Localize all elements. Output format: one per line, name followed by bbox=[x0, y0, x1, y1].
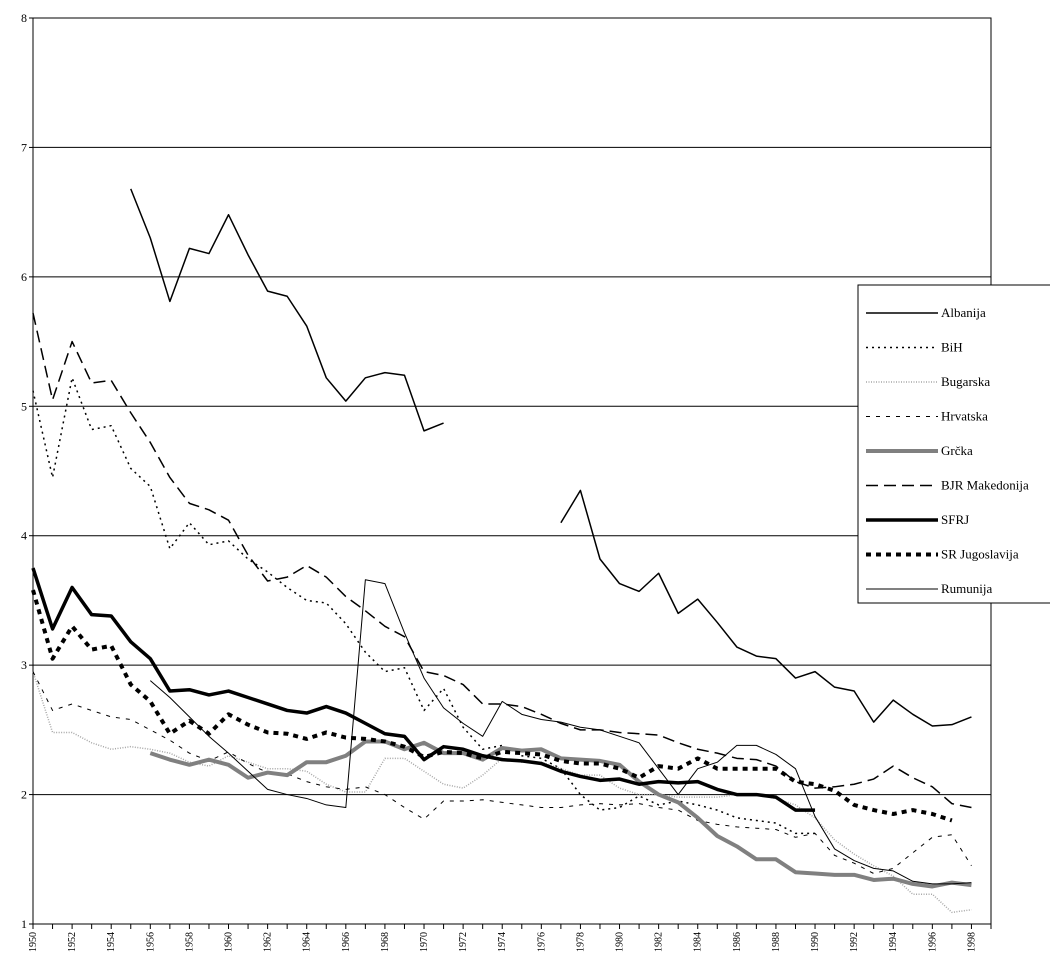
x-tick-label: 1992 bbox=[849, 932, 860, 952]
x-tick-label: 1994 bbox=[888, 932, 899, 952]
y-tick-label: 5 bbox=[21, 399, 27, 413]
series-line-3 bbox=[32, 671, 972, 875]
x-tick-label: 1996 bbox=[927, 932, 938, 952]
legend-label-5: BJR Makedonija bbox=[941, 478, 1029, 493]
y-tick-label: 3 bbox=[21, 658, 27, 672]
series-line-8 bbox=[149, 579, 972, 885]
y-tick-label: 8 bbox=[21, 11, 27, 25]
x-tick-label: 1982 bbox=[654, 932, 665, 952]
series-line-7 bbox=[31, 589, 953, 823]
x-tick-label: 1972 bbox=[458, 932, 469, 952]
x-tick-label: 1966 bbox=[341, 932, 352, 952]
x-tick-label: 1986 bbox=[732, 932, 743, 952]
series-line-4 bbox=[149, 739, 972, 889]
x-tick-label: 1968 bbox=[380, 932, 391, 952]
x-tick-label: 1956 bbox=[145, 932, 156, 952]
legend-label-1: BiH bbox=[941, 340, 963, 355]
y-tick-label: 1 bbox=[21, 917, 27, 931]
legend-label-7: SR Jugoslavija bbox=[941, 547, 1019, 562]
y-tick-label: 7 bbox=[21, 140, 27, 154]
x-tick-label: 1990 bbox=[810, 932, 821, 952]
series-line-0 bbox=[130, 188, 972, 727]
legend-label-8: Rumunija bbox=[941, 581, 993, 596]
x-tick-label: 1952 bbox=[67, 932, 78, 952]
legend-label-2: Bugarska bbox=[941, 374, 990, 389]
legend-label-3: Hrvatska bbox=[941, 409, 988, 424]
legend-label-0: Albanija bbox=[941, 305, 986, 320]
x-tick-label: 1998 bbox=[966, 932, 977, 952]
y-tick-label: 2 bbox=[21, 788, 27, 802]
x-tick-label: 1970 bbox=[419, 932, 430, 952]
x-tick-label: 1984 bbox=[693, 932, 704, 952]
x-tick-label: 1978 bbox=[575, 932, 586, 952]
x-tick-label: 1976 bbox=[536, 932, 547, 952]
x-tick-label: 1964 bbox=[302, 932, 313, 952]
series-line-5 bbox=[32, 312, 972, 809]
series-lines bbox=[31, 188, 972, 914]
legend-label-4: Grčka bbox=[941, 443, 973, 458]
x-tick-label: 1958 bbox=[184, 932, 195, 952]
series-line-1 bbox=[32, 377, 816, 835]
x-tick-label: 1962 bbox=[263, 932, 274, 952]
x-tick-label: 1980 bbox=[615, 932, 626, 952]
x-tick-label: 1954 bbox=[106, 932, 117, 952]
legend-label-6: SFRJ bbox=[941, 512, 969, 527]
gridlines bbox=[33, 146, 991, 796]
x-tick-label: 1988 bbox=[771, 932, 782, 952]
x-tick-label: 1974 bbox=[497, 932, 508, 952]
legend-box bbox=[857, 284, 1050, 604]
y-tick-label: 6 bbox=[21, 270, 27, 284]
plot-area bbox=[32, 17, 992, 925]
y-axis: 1 2 3 4 5 6 7 8 bbox=[21, 11, 33, 931]
series-line-6 bbox=[31, 567, 816, 812]
legend: Albanija BiH Bugarska Hrvatska Grčka BJR Make… bbox=[857, 284, 1050, 604]
x-tick-label: 1960 bbox=[224, 932, 235, 952]
y-tick-label: 4 bbox=[21, 529, 27, 543]
x-axis: 1950 1952 1954 1956 1958 1960 1962 1964 1966 1968… bbox=[28, 924, 992, 952]
x-tick-label: 1950 bbox=[28, 932, 39, 952]
